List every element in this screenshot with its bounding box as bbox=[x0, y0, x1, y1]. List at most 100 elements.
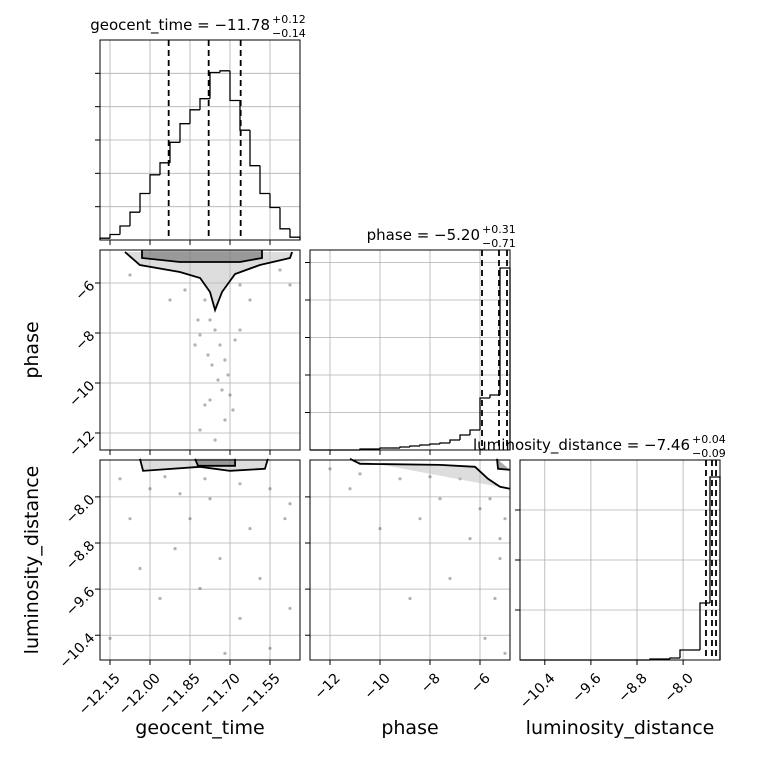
y-tick-label: −8.0 bbox=[63, 492, 98, 527]
sample-point bbox=[193, 343, 197, 347]
hist-step bbox=[469, 429, 480, 435]
x-axis-label: luminosity_distance bbox=[526, 717, 715, 739]
sample-point bbox=[178, 492, 182, 496]
hist-step bbox=[199, 98, 210, 110]
hist-step bbox=[479, 397, 490, 430]
y-tick-label: −10 bbox=[66, 378, 98, 410]
contour bbox=[124, 251, 293, 313]
hist-step bbox=[669, 657, 680, 659]
sample-point bbox=[248, 298, 252, 302]
sample-point bbox=[128, 273, 132, 277]
sample-point bbox=[208, 318, 212, 322]
sample-point bbox=[213, 328, 217, 332]
sample-point bbox=[328, 467, 332, 471]
hist-step bbox=[129, 211, 140, 226]
panel-frame bbox=[309, 459, 511, 661]
sample-point bbox=[358, 472, 362, 476]
sample-point bbox=[228, 393, 232, 397]
sample-point bbox=[208, 497, 212, 501]
hist-step bbox=[209, 71, 220, 99]
contour bbox=[194, 458, 236, 467]
sample-point bbox=[438, 497, 442, 501]
sample-point bbox=[408, 596, 412, 601]
sample-point bbox=[158, 596, 162, 601]
hist-step bbox=[419, 444, 430, 446]
x-tick-label: −11.85 bbox=[156, 670, 204, 718]
x-tick-label: −11.70 bbox=[196, 670, 244, 718]
sample-point bbox=[238, 616, 242, 620]
sample-point bbox=[488, 497, 492, 501]
hist-step bbox=[499, 267, 511, 450]
sample-point bbox=[268, 646, 272, 650]
sample-point bbox=[258, 576, 262, 581]
sample-point bbox=[223, 358, 227, 362]
sample-point bbox=[483, 636, 487, 640]
sample-point bbox=[238, 328, 242, 332]
panel-title: phase = −5.20 bbox=[367, 226, 480, 244]
sample-point bbox=[138, 566, 142, 571]
panel-title: geocent_time = −11.78 bbox=[90, 16, 270, 35]
panel-frame bbox=[519, 459, 721, 661]
sample-point bbox=[493, 596, 497, 601]
x-tick-label: −10.4 bbox=[517, 670, 559, 712]
sample-point bbox=[498, 556, 502, 561]
y-axis-label: luminosity_distance bbox=[21, 466, 43, 655]
sample-point bbox=[348, 487, 352, 491]
sample-point bbox=[288, 283, 292, 287]
hist-step bbox=[109, 233, 120, 239]
sample-point bbox=[218, 556, 222, 561]
panel-frame bbox=[309, 249, 511, 451]
y-tick-label: −8.8 bbox=[63, 538, 98, 573]
hist-step bbox=[119, 225, 130, 235]
x-tick-label: −8.8 bbox=[615, 670, 650, 705]
y-tick-label: −12 bbox=[66, 428, 98, 460]
title-sup: +0.04 bbox=[692, 433, 726, 446]
panel: phase = −5.20 +0.31−0.71 bbox=[305, 223, 516, 455]
sample-point bbox=[223, 651, 227, 655]
sample-point bbox=[128, 517, 132, 521]
sample-point bbox=[503, 651, 507, 655]
sample-point bbox=[203, 477, 207, 481]
title-sup: +0.31 bbox=[482, 223, 516, 236]
sample-point bbox=[248, 527, 252, 531]
sample-point bbox=[213, 438, 217, 442]
title-sup: +0.12 bbox=[272, 13, 306, 26]
sample-point bbox=[148, 487, 152, 491]
hist-step bbox=[149, 174, 160, 194]
hist-step bbox=[249, 130, 260, 167]
hist-step bbox=[379, 447, 390, 449]
panel: geocent_time = −11.78 +0.12−0.14 bbox=[90, 13, 306, 245]
title-sub: −0.14 bbox=[272, 27, 306, 40]
sample-point bbox=[216, 378, 220, 382]
panel: −10.4 −9.6 −8.8 −8.0 luminosity_distance = −… bbox=[473, 433, 726, 739]
y-tick-label: −8 bbox=[72, 328, 98, 354]
sample-point bbox=[223, 418, 227, 422]
sample-point bbox=[226, 373, 230, 377]
hist-step bbox=[159, 162, 170, 175]
sample-point bbox=[278, 268, 282, 272]
sample-point bbox=[498, 537, 502, 541]
sample-point bbox=[108, 636, 112, 640]
x-tick-label: −9.6 bbox=[569, 670, 604, 705]
sample-point bbox=[428, 475, 432, 479]
sample-point bbox=[503, 517, 507, 521]
contour bbox=[349, 458, 511, 490]
x-tick-label: −10 bbox=[362, 670, 394, 702]
hist-step bbox=[279, 207, 290, 230]
sample-point bbox=[288, 502, 292, 506]
sample-point bbox=[208, 398, 212, 402]
sample-point bbox=[183, 288, 187, 292]
hist-step bbox=[449, 439, 460, 443]
sample-point bbox=[238, 482, 242, 486]
x-tick-label: −12.15 bbox=[76, 670, 124, 718]
sample-point bbox=[188, 517, 192, 521]
contour bbox=[141, 250, 263, 263]
x-axis-label: geocent_time bbox=[135, 717, 264, 739]
panel-frame bbox=[99, 459, 301, 661]
sample-point bbox=[238, 283, 242, 287]
sample-point bbox=[220, 388, 224, 392]
sample-point bbox=[203, 298, 207, 302]
sample-point bbox=[448, 576, 452, 581]
sample-point bbox=[173, 546, 177, 551]
